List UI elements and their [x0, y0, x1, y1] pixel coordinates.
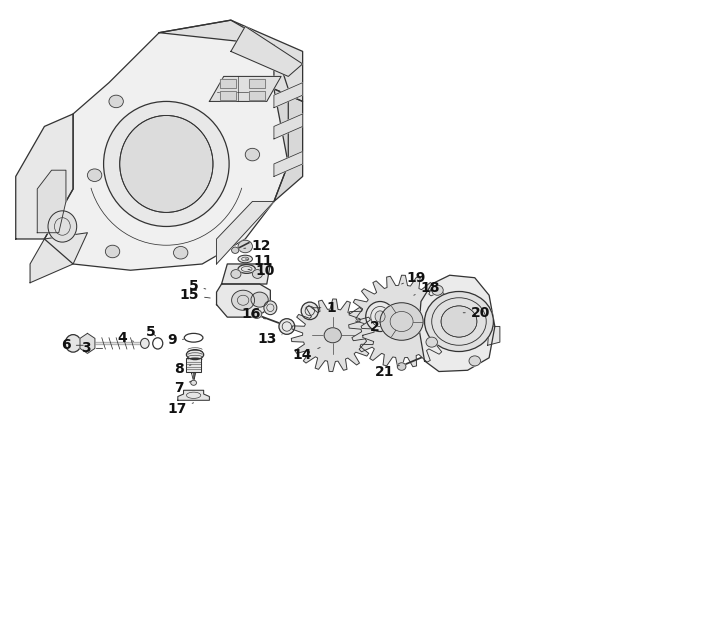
Text: 19: 19	[402, 271, 426, 284]
Polygon shape	[274, 89, 302, 202]
Circle shape	[251, 292, 268, 307]
Bar	[220, 79, 236, 88]
Text: 21: 21	[375, 364, 400, 379]
Ellipse shape	[186, 350, 204, 360]
Polygon shape	[45, 20, 288, 270]
Polygon shape	[178, 390, 210, 400]
Ellipse shape	[120, 116, 213, 212]
Bar	[220, 91, 236, 100]
Bar	[220, 79, 236, 88]
Polygon shape	[487, 327, 500, 345]
Polygon shape	[80, 333, 95, 354]
Text: 8: 8	[174, 362, 191, 376]
Text: 9: 9	[167, 333, 184, 347]
Bar	[249, 79, 265, 88]
Ellipse shape	[264, 301, 276, 315]
Circle shape	[87, 169, 102, 181]
Polygon shape	[210, 77, 281, 102]
Text: 12: 12	[244, 239, 271, 254]
Ellipse shape	[140, 338, 149, 349]
Text: 13: 13	[257, 332, 282, 346]
Circle shape	[232, 247, 239, 253]
Text: 20: 20	[463, 306, 490, 320]
Polygon shape	[348, 275, 454, 368]
Text: 14: 14	[293, 347, 320, 362]
Ellipse shape	[66, 335, 81, 352]
Text: 5: 5	[189, 279, 206, 293]
Circle shape	[425, 291, 493, 352]
Polygon shape	[222, 264, 270, 284]
Polygon shape	[30, 233, 87, 283]
Polygon shape	[231, 26, 302, 77]
Bar	[186, 358, 201, 372]
Circle shape	[432, 285, 444, 295]
Polygon shape	[419, 275, 495, 372]
Circle shape	[232, 290, 255, 310]
Ellipse shape	[375, 311, 385, 322]
Circle shape	[174, 246, 188, 259]
Ellipse shape	[366, 301, 395, 332]
Bar	[249, 79, 265, 88]
Bar	[249, 91, 265, 100]
Polygon shape	[274, 83, 302, 107]
Text: 3: 3	[81, 342, 103, 355]
Circle shape	[246, 148, 260, 161]
Circle shape	[191, 381, 197, 385]
Circle shape	[426, 337, 438, 347]
Ellipse shape	[238, 255, 253, 263]
Bar	[220, 91, 236, 100]
Text: 11: 11	[246, 254, 273, 268]
Circle shape	[397, 363, 406, 371]
Polygon shape	[159, 20, 302, 102]
Circle shape	[441, 306, 477, 337]
Bar	[249, 91, 265, 100]
Circle shape	[231, 269, 241, 278]
Polygon shape	[16, 114, 73, 239]
Ellipse shape	[301, 302, 318, 320]
Polygon shape	[292, 299, 374, 372]
Ellipse shape	[104, 102, 229, 227]
Text: 6: 6	[61, 338, 84, 352]
Text: 5: 5	[145, 325, 156, 338]
Text: 1: 1	[312, 301, 336, 315]
Polygon shape	[274, 151, 302, 176]
Circle shape	[469, 356, 480, 366]
Text: 10: 10	[248, 264, 275, 278]
Bar	[186, 358, 201, 372]
Text: 15: 15	[179, 288, 210, 302]
Circle shape	[324, 328, 341, 343]
Polygon shape	[217, 202, 274, 264]
Text: 7: 7	[174, 381, 192, 395]
Circle shape	[380, 303, 423, 340]
Polygon shape	[274, 114, 302, 139]
Circle shape	[252, 310, 262, 318]
Text: 17: 17	[168, 402, 194, 416]
Circle shape	[109, 95, 123, 107]
Polygon shape	[217, 284, 270, 317]
Circle shape	[253, 269, 263, 278]
Circle shape	[105, 245, 120, 257]
Text: 2: 2	[356, 320, 379, 333]
Ellipse shape	[48, 211, 77, 242]
Text: 18: 18	[414, 281, 440, 295]
Text: 16: 16	[241, 307, 266, 321]
Text: 4: 4	[117, 331, 134, 345]
Circle shape	[238, 241, 253, 252]
Polygon shape	[37, 170, 66, 233]
Ellipse shape	[279, 318, 294, 334]
